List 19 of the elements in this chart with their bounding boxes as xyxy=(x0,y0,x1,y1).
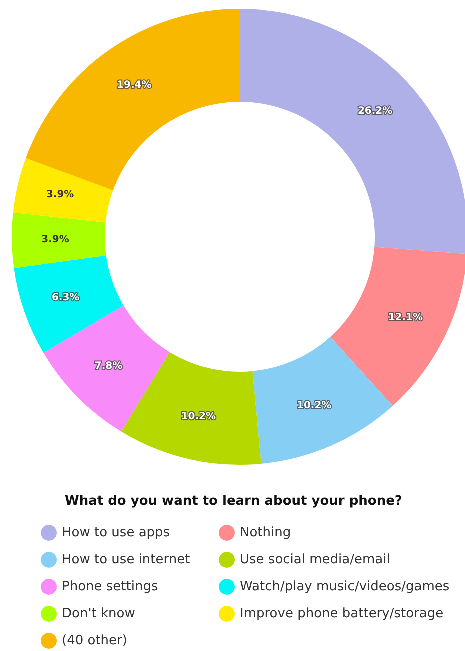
legend-label: Nothing xyxy=(240,526,292,540)
data-label: 26.2% xyxy=(358,106,393,118)
legend-label: Don't know xyxy=(62,606,136,622)
legend-label: Phone settings xyxy=(62,580,158,594)
legend-label: How to use internet xyxy=(62,552,190,568)
data-label: 3.9% xyxy=(46,190,74,201)
data-label: 3.9% xyxy=(42,234,70,246)
data-label: 10.2% xyxy=(296,400,332,412)
legend-label: Improve phone battery/storage xyxy=(240,606,444,622)
data-label: 6.3% xyxy=(52,292,80,304)
data-label: 7.8% xyxy=(94,361,123,372)
data-label: 10.2% xyxy=(181,411,216,422)
legend-label: Watch/play music/videos/games xyxy=(240,580,450,594)
legend-label: (40 other) xyxy=(62,634,128,648)
legend-label: Use social media/email xyxy=(240,552,390,568)
data-label: 12.1% xyxy=(388,312,424,324)
legend-title: What do you want to learn about your phone? xyxy=(65,494,402,509)
legend-label: How to use apps xyxy=(62,526,170,540)
data-label: 19.4% xyxy=(117,80,152,92)
